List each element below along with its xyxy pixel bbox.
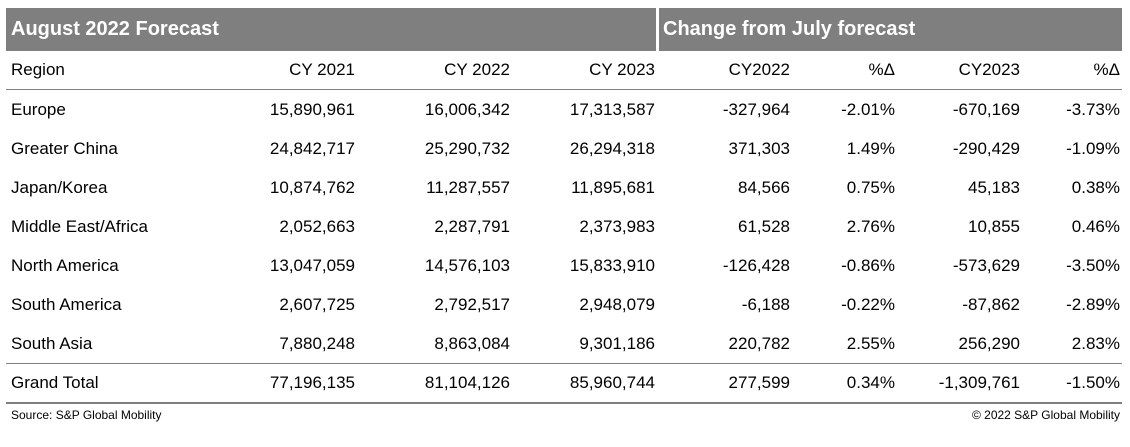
- pct-2023-cell: -3.73%: [1066, 99, 1120, 119]
- col-pct-2022: %Δ: [792, 51, 897, 90]
- pct-2023-cell: -3.50%: [1066, 255, 1120, 275]
- pct-2022-cell: 0.34%: [792, 363, 897, 404]
- table-header-bar: August 2022 Forecast Change from July fo…: [6, 8, 1122, 51]
- cy2023-cell: 2,373,983: [579, 216, 655, 236]
- cy2023-cell: 26,294,318: [569, 138, 655, 158]
- pct-2023-cell: 0.46%: [1071, 216, 1120, 236]
- change-2022-cell: 371,303: [728, 138, 790, 158]
- change-2022-cell: 61,528: [738, 216, 790, 236]
- region-cell: Grand Total: [6, 363, 211, 404]
- col-region: Region: [6, 51, 211, 90]
- cy2023-cell: 2,948,079: [579, 294, 655, 314]
- table-row: Japan/Korea 10,874,762 11,287,557 11,895…: [6, 168, 1122, 207]
- cy2023-cell: 17,313,587: [569, 99, 655, 119]
- cy2022-cell: 25,290,732: [424, 138, 510, 158]
- region-cell: South Asia: [11, 333, 93, 353]
- pct-2022-cell: -0.86%: [841, 255, 895, 275]
- pct-2023-cell: -1.50%: [1022, 363, 1122, 404]
- cy2021-cell: 2,607,725: [279, 294, 355, 314]
- cy2021-cell: 7,880,248: [279, 333, 355, 353]
- pct-2022-cell: 0.75%: [846, 177, 895, 197]
- cy2021-cell: 24,842,717: [269, 138, 355, 158]
- pct-2022-cell: 2.76%: [846, 216, 895, 236]
- cy2023-cell: 85,960,744: [512, 363, 657, 404]
- cy2023-cell: 9,301,186: [579, 333, 655, 353]
- region-cell: Greater China: [11, 138, 118, 158]
- col-cy2022: CY 2022: [357, 51, 512, 90]
- cy2021-cell: 77,196,135: [211, 363, 357, 404]
- region-cell: South America: [11, 294, 122, 314]
- header-divider: [656, 8, 659, 51]
- change-2022-cell: 220,782: [728, 333, 790, 353]
- pct-2023-cell: -1.09%: [1066, 138, 1120, 158]
- pct-2022-cell: 1.49%: [846, 138, 895, 158]
- pct-2022-cell: -0.22%: [841, 294, 895, 314]
- change-2023-cell: -1,309,761: [897, 363, 1022, 404]
- change-2023-cell: -290,429: [952, 138, 1020, 158]
- cy2022-cell: 8,863,084: [434, 333, 510, 353]
- forecast-table-container: August 2022 Forecast Change from July fo…: [6, 8, 1122, 422]
- cy2022-cell: 11,287,557: [426, 177, 510, 197]
- change-2023-cell: -670,169: [952, 99, 1020, 119]
- pct-2022-cell: -2.01%: [841, 99, 895, 119]
- cy2022-cell: 14,576,103: [424, 255, 510, 275]
- change-2022-cell: -327,964: [722, 99, 790, 119]
- pct-2023-cell: -2.89%: [1066, 294, 1120, 314]
- region-cell: Middle East/Africa: [11, 216, 148, 236]
- table-row: Greater China 24,842,717 25,290,732 26,2…: [6, 129, 1122, 168]
- change-2023-cell: -573,629: [952, 255, 1020, 275]
- col-cy2021: CY 2021: [211, 51, 357, 90]
- copyright-note: © 2022 S&P Global Mobility: [971, 408, 1120, 422]
- table-row: Europe 15,890,961 16,006,342 17,313,587 …: [6, 90, 1122, 130]
- pct-2023-cell: 2.83%: [1071, 333, 1120, 353]
- cy2023-cell: 11,895,681: [571, 177, 655, 197]
- table-row: North America 13,047,059 14,576,103 15,8…: [6, 246, 1122, 285]
- column-header-row: Region CY 2021 CY 2022 CY 2023 CY2022 %Δ…: [6, 51, 1122, 90]
- col-pct-2023: %Δ: [1022, 51, 1122, 90]
- table-row: South Asia 7,880,248 8,863,084 9,301,186…: [6, 324, 1122, 364]
- change-2022-cell: -126,428: [722, 255, 790, 275]
- cy2021-cell: 15,890,961: [269, 99, 355, 119]
- cy2022-cell: 2,792,517: [434, 294, 510, 314]
- pct-2022-cell: 2.55%: [846, 333, 895, 353]
- source-note: Source: S&P Global Mobility: [11, 408, 162, 422]
- cy2023-cell: 15,833,910: [569, 255, 655, 275]
- change-2023-cell: 45,183: [968, 177, 1020, 197]
- col-change-cy2022: CY2022: [657, 51, 792, 90]
- change-2023-cell: 10,855: [968, 216, 1020, 236]
- cy2021-cell: 10,874,762: [269, 177, 355, 197]
- august-forecast-title: August 2022 Forecast: [11, 18, 219, 40]
- region-cell: Europe: [11, 99, 66, 119]
- change-2022-cell: 277,599: [657, 363, 792, 404]
- cy2022-cell: 2,287,791: [434, 216, 510, 236]
- table-row: South America 2,607,725 2,792,517 2,948,…: [6, 285, 1122, 324]
- change-2023-cell: -87,862: [962, 294, 1020, 314]
- change-2022-cell: 84,566: [738, 177, 790, 197]
- cy2021-cell: 2,052,663: [279, 216, 355, 236]
- col-change-cy2023: CY2023: [897, 51, 1022, 90]
- cy2021-cell: 13,047,059: [269, 255, 355, 275]
- region-cell: Japan/Korea: [11, 177, 108, 197]
- region-cell: North America: [11, 255, 119, 275]
- change-2022-cell: -6,188: [741, 294, 790, 314]
- pct-2023-cell: 0.38%: [1071, 177, 1120, 197]
- change-2023-cell: 256,290: [958, 333, 1020, 353]
- change-from-july-title: Change from July forecast: [663, 18, 916, 40]
- cy2022-cell: 16,006,342: [424, 99, 510, 119]
- table-footer: Source: S&P Global Mobility © 2022 S&P G…: [6, 404, 1122, 422]
- grand-total-row: Grand Total 77,196,135 81,104,126 85,960…: [6, 363, 1122, 404]
- cy2022-cell: 81,104,126: [357, 363, 512, 404]
- forecast-table: Region CY 2021 CY 2022 CY 2023 CY2022 %Δ…: [6, 51, 1122, 404]
- table-row: Middle East/Africa 2,052,663 2,287,791 2…: [6, 207, 1122, 246]
- col-cy2023: CY 2023: [512, 51, 657, 90]
